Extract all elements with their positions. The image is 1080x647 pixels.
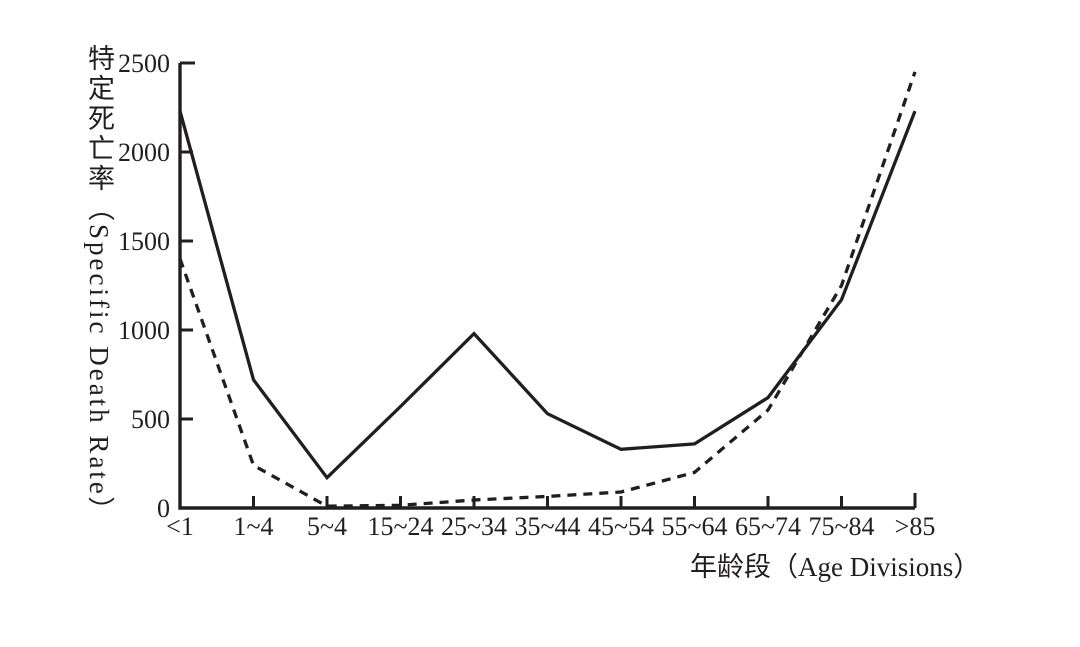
dashed-line-series — [178, 71, 917, 508]
x-tick-label: 65~74 — [735, 512, 801, 541]
x-tick-label: 45~54 — [588, 512, 654, 541]
axis-lines — [178, 63, 915, 510]
y-tick-label: 2500 — [118, 49, 170, 78]
x-tick-label: 35~44 — [514, 512, 580, 541]
y-axis-title: 特定死亡率（Specific Death Rate） — [84, 44, 114, 527]
y-tick-label: 500 — [131, 405, 170, 434]
y-tick-label: 1500 — [118, 227, 170, 256]
x-tick-label: 1~4 — [233, 512, 273, 541]
x-tick-label: 25~34 — [441, 512, 507, 541]
y-tick-label: 0 — [157, 494, 170, 523]
y-tick-label: 1000 — [118, 316, 170, 345]
x-tick-label: 55~64 — [661, 512, 727, 541]
x-tick-label: 5~4 — [307, 512, 347, 541]
x-tick-label: >85 — [895, 512, 936, 541]
y-tick-label: 2000 — [118, 138, 170, 167]
x-tick-label: <1 — [166, 512, 194, 541]
x-tick-label: 75~84 — [808, 512, 874, 541]
x-tick-label: 15~24 — [367, 512, 433, 541]
x-axis-title: 年龄段（Age Divisions） — [690, 552, 981, 582]
solid-line-series — [178, 110, 917, 481]
